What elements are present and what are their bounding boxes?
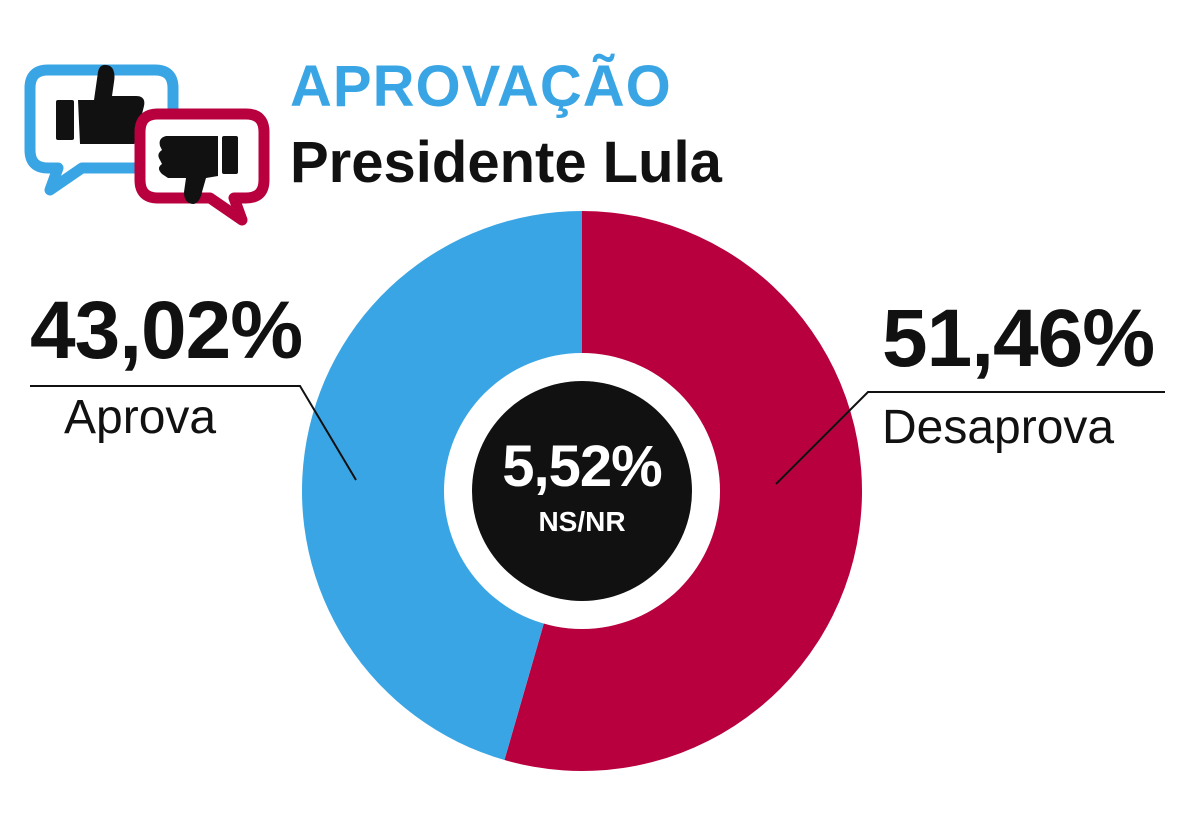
data-label-aprova-value: 43,02%: [30, 285, 303, 376]
data-label-ns-nr-value: 5,52%: [502, 434, 662, 499]
thumbs-down-speech-bubble-icon: [134, 108, 270, 226]
data-label-aprova-name: Aprova: [64, 391, 217, 444]
pie-slice-aprova: [302, 211, 582, 761]
leader-line-aprova: [30, 385, 357, 481]
chart-subtitle: Presidente Lula: [290, 130, 722, 195]
chart-title: APROVAÇÃO: [290, 54, 672, 119]
data-label-ns-nr-name: NS/NR: [538, 506, 626, 537]
data-label-desaprova-name: Desaprova: [882, 401, 1115, 454]
data-label-desaprova-value: 51,46%: [882, 293, 1155, 384]
leader-line-desaprova: [775, 391, 1165, 485]
ns-nr-center-disc: [472, 381, 692, 601]
